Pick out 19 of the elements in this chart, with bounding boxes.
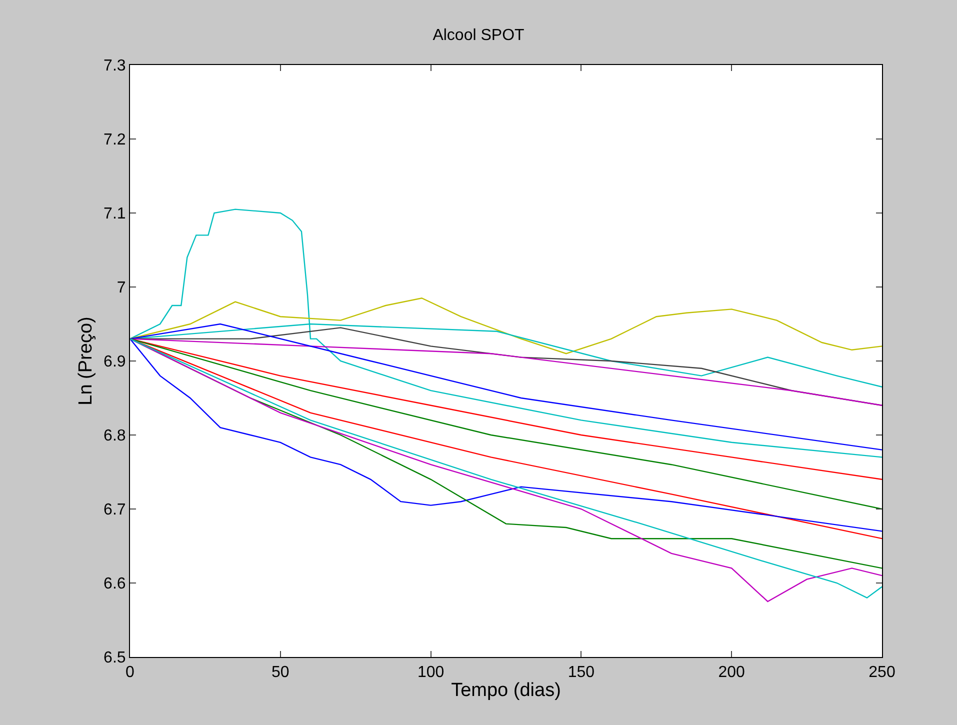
y-tick-label: 6.9 [104,354,126,371]
y-axis-title: Ln (Preço) [75,316,96,406]
y-tick-label: 7.1 [104,206,126,223]
y-tick-label: 6.6 [104,576,126,593]
x-tick-label: 200 [718,664,746,682]
x-tick-label: 250 [868,664,896,682]
x-tick-label: 0 [126,664,135,682]
y-tick-label: 7.2 [104,132,126,149]
x-axis-title: Tempo (dias) [451,680,561,701]
x-tick-label: 150 [568,664,595,682]
x-tick-label: 50 [272,664,290,682]
y-tick-label: 6.7 [104,502,126,519]
y-tick-label: 6.5 [104,650,126,667]
chart-title: Alcool SPOT [432,27,525,44]
line-series [130,298,882,354]
x-tick-label: 100 [417,664,444,682]
y-tick-label: 7 [116,280,126,297]
y-tick-label: 6.8 [104,428,126,445]
y-tick-label: 7.3 [104,58,126,75]
